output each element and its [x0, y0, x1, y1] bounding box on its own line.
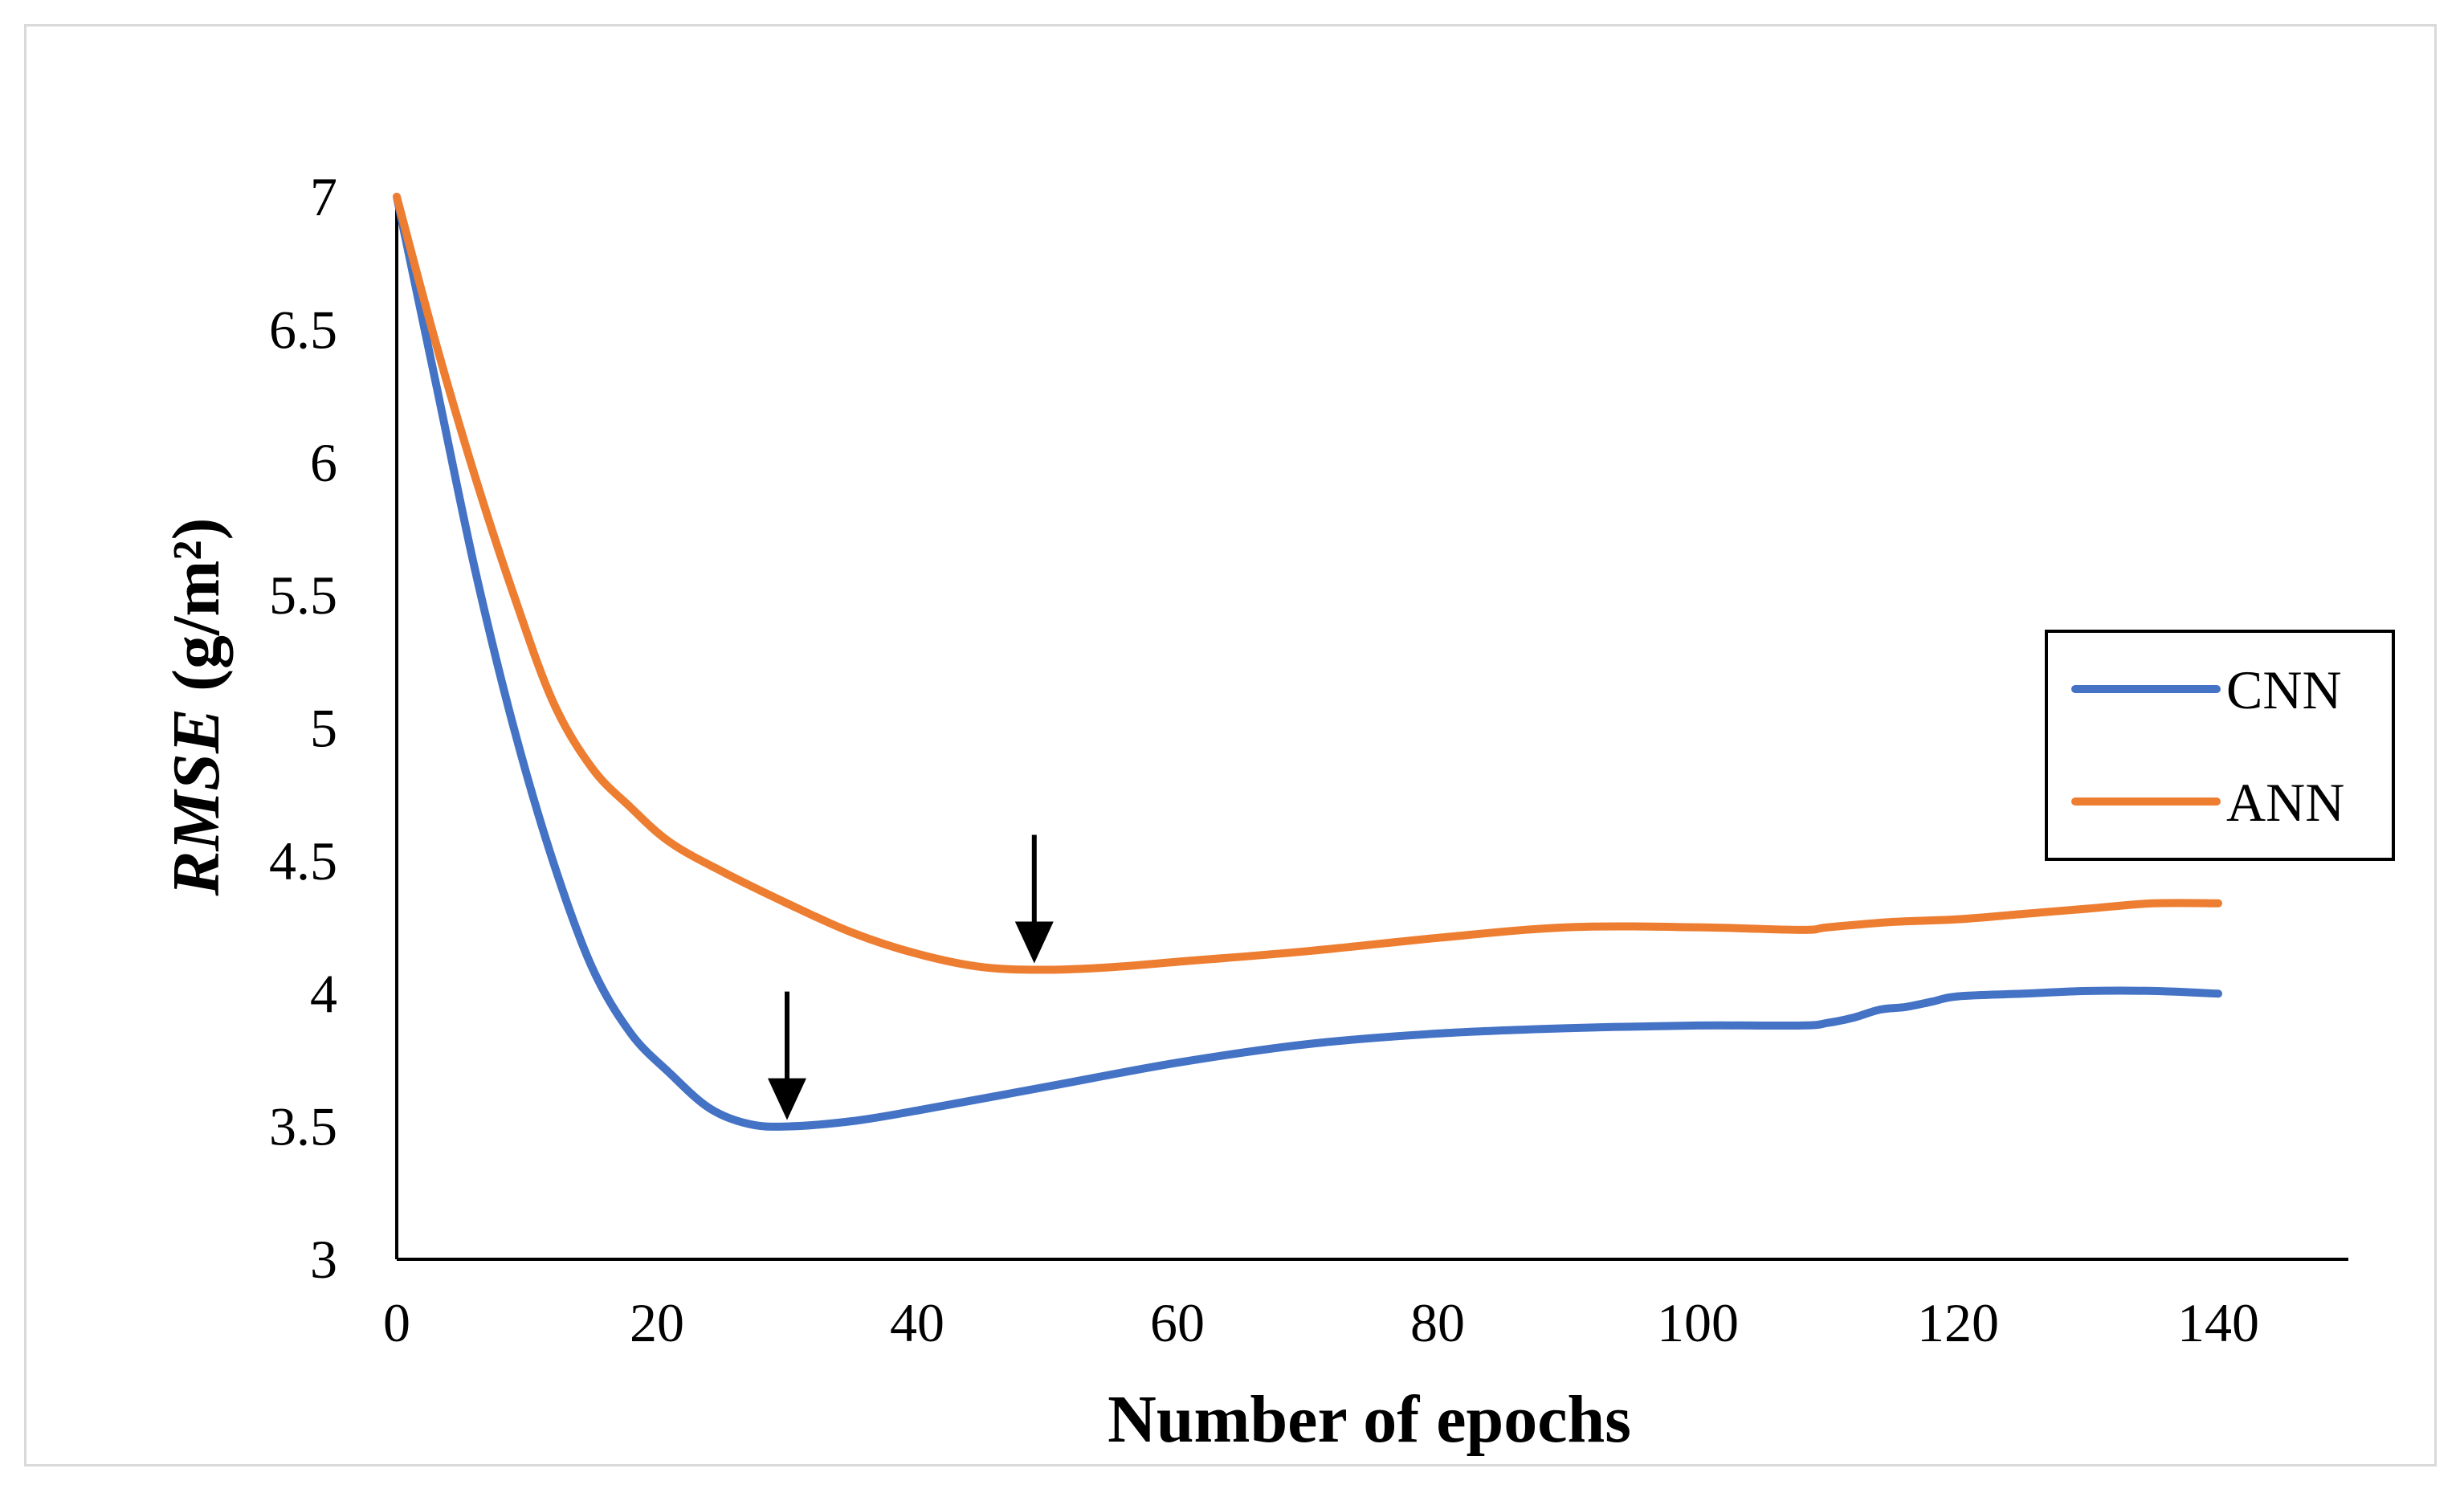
series-lines: [393, 193, 2222, 1131]
y-tick-label: 5: [310, 698, 337, 759]
y-axis-label-italic: RMSE: [159, 708, 234, 896]
series-line-ann: [393, 193, 2222, 974]
x-tick-label: 60: [1150, 1292, 1205, 1353]
legend: CNN ANN: [2045, 630, 2395, 861]
minimum-arrow-ann: [1014, 834, 1054, 964]
x-tick-labels: 0 20 40 60 80 100 120 140: [383, 1292, 2259, 1353]
x-tick-label: 20: [630, 1292, 684, 1353]
y-tick-labels: 3 3.5 4 4.5 5 5.5 6 6.5 7: [269, 166, 337, 1290]
y-axis-label: RMSE (g/m²): [159, 518, 234, 897]
x-tick-label: 0: [383, 1292, 410, 1353]
x-axis-label: Number of epochs: [1108, 1382, 1631, 1457]
legend-label-ann: ANN: [2226, 772, 2344, 833]
x-tick-label: 80: [1410, 1292, 1465, 1353]
legend-box: [2045, 630, 2395, 861]
y-axis-label-unit: (g/m²): [159, 518, 234, 708]
y-tick-label: 4.5: [269, 830, 337, 891]
x-tick-label: 120: [1917, 1292, 1999, 1353]
chart-frame: [24, 24, 2437, 1466]
series-line-cnn: [393, 193, 2222, 1131]
x-tick-label: 100: [1657, 1292, 1739, 1353]
x-tick-label: 140: [2177, 1292, 2259, 1353]
minimum-arrow-cnn: [768, 991, 806, 1120]
annotations: [768, 834, 1054, 1120]
y-tick-label: 6.5: [269, 299, 337, 360]
y-tick-label: 7: [310, 166, 337, 227]
arrow-head: [768, 1078, 806, 1120]
y-tick-label: 6: [310, 432, 337, 493]
x-tick-label: 40: [890, 1292, 944, 1353]
y-tick-label: 3: [310, 1229, 337, 1290]
y-tick-label: 3.5: [269, 1096, 337, 1157]
y-tick-label: 5.5: [269, 565, 337, 626]
legend-label-cnn: CNN: [2226, 659, 2342, 720]
axes: [395, 197, 2348, 1261]
y-tick-label: 4: [310, 963, 337, 1024]
arrow-head: [1014, 921, 1054, 964]
